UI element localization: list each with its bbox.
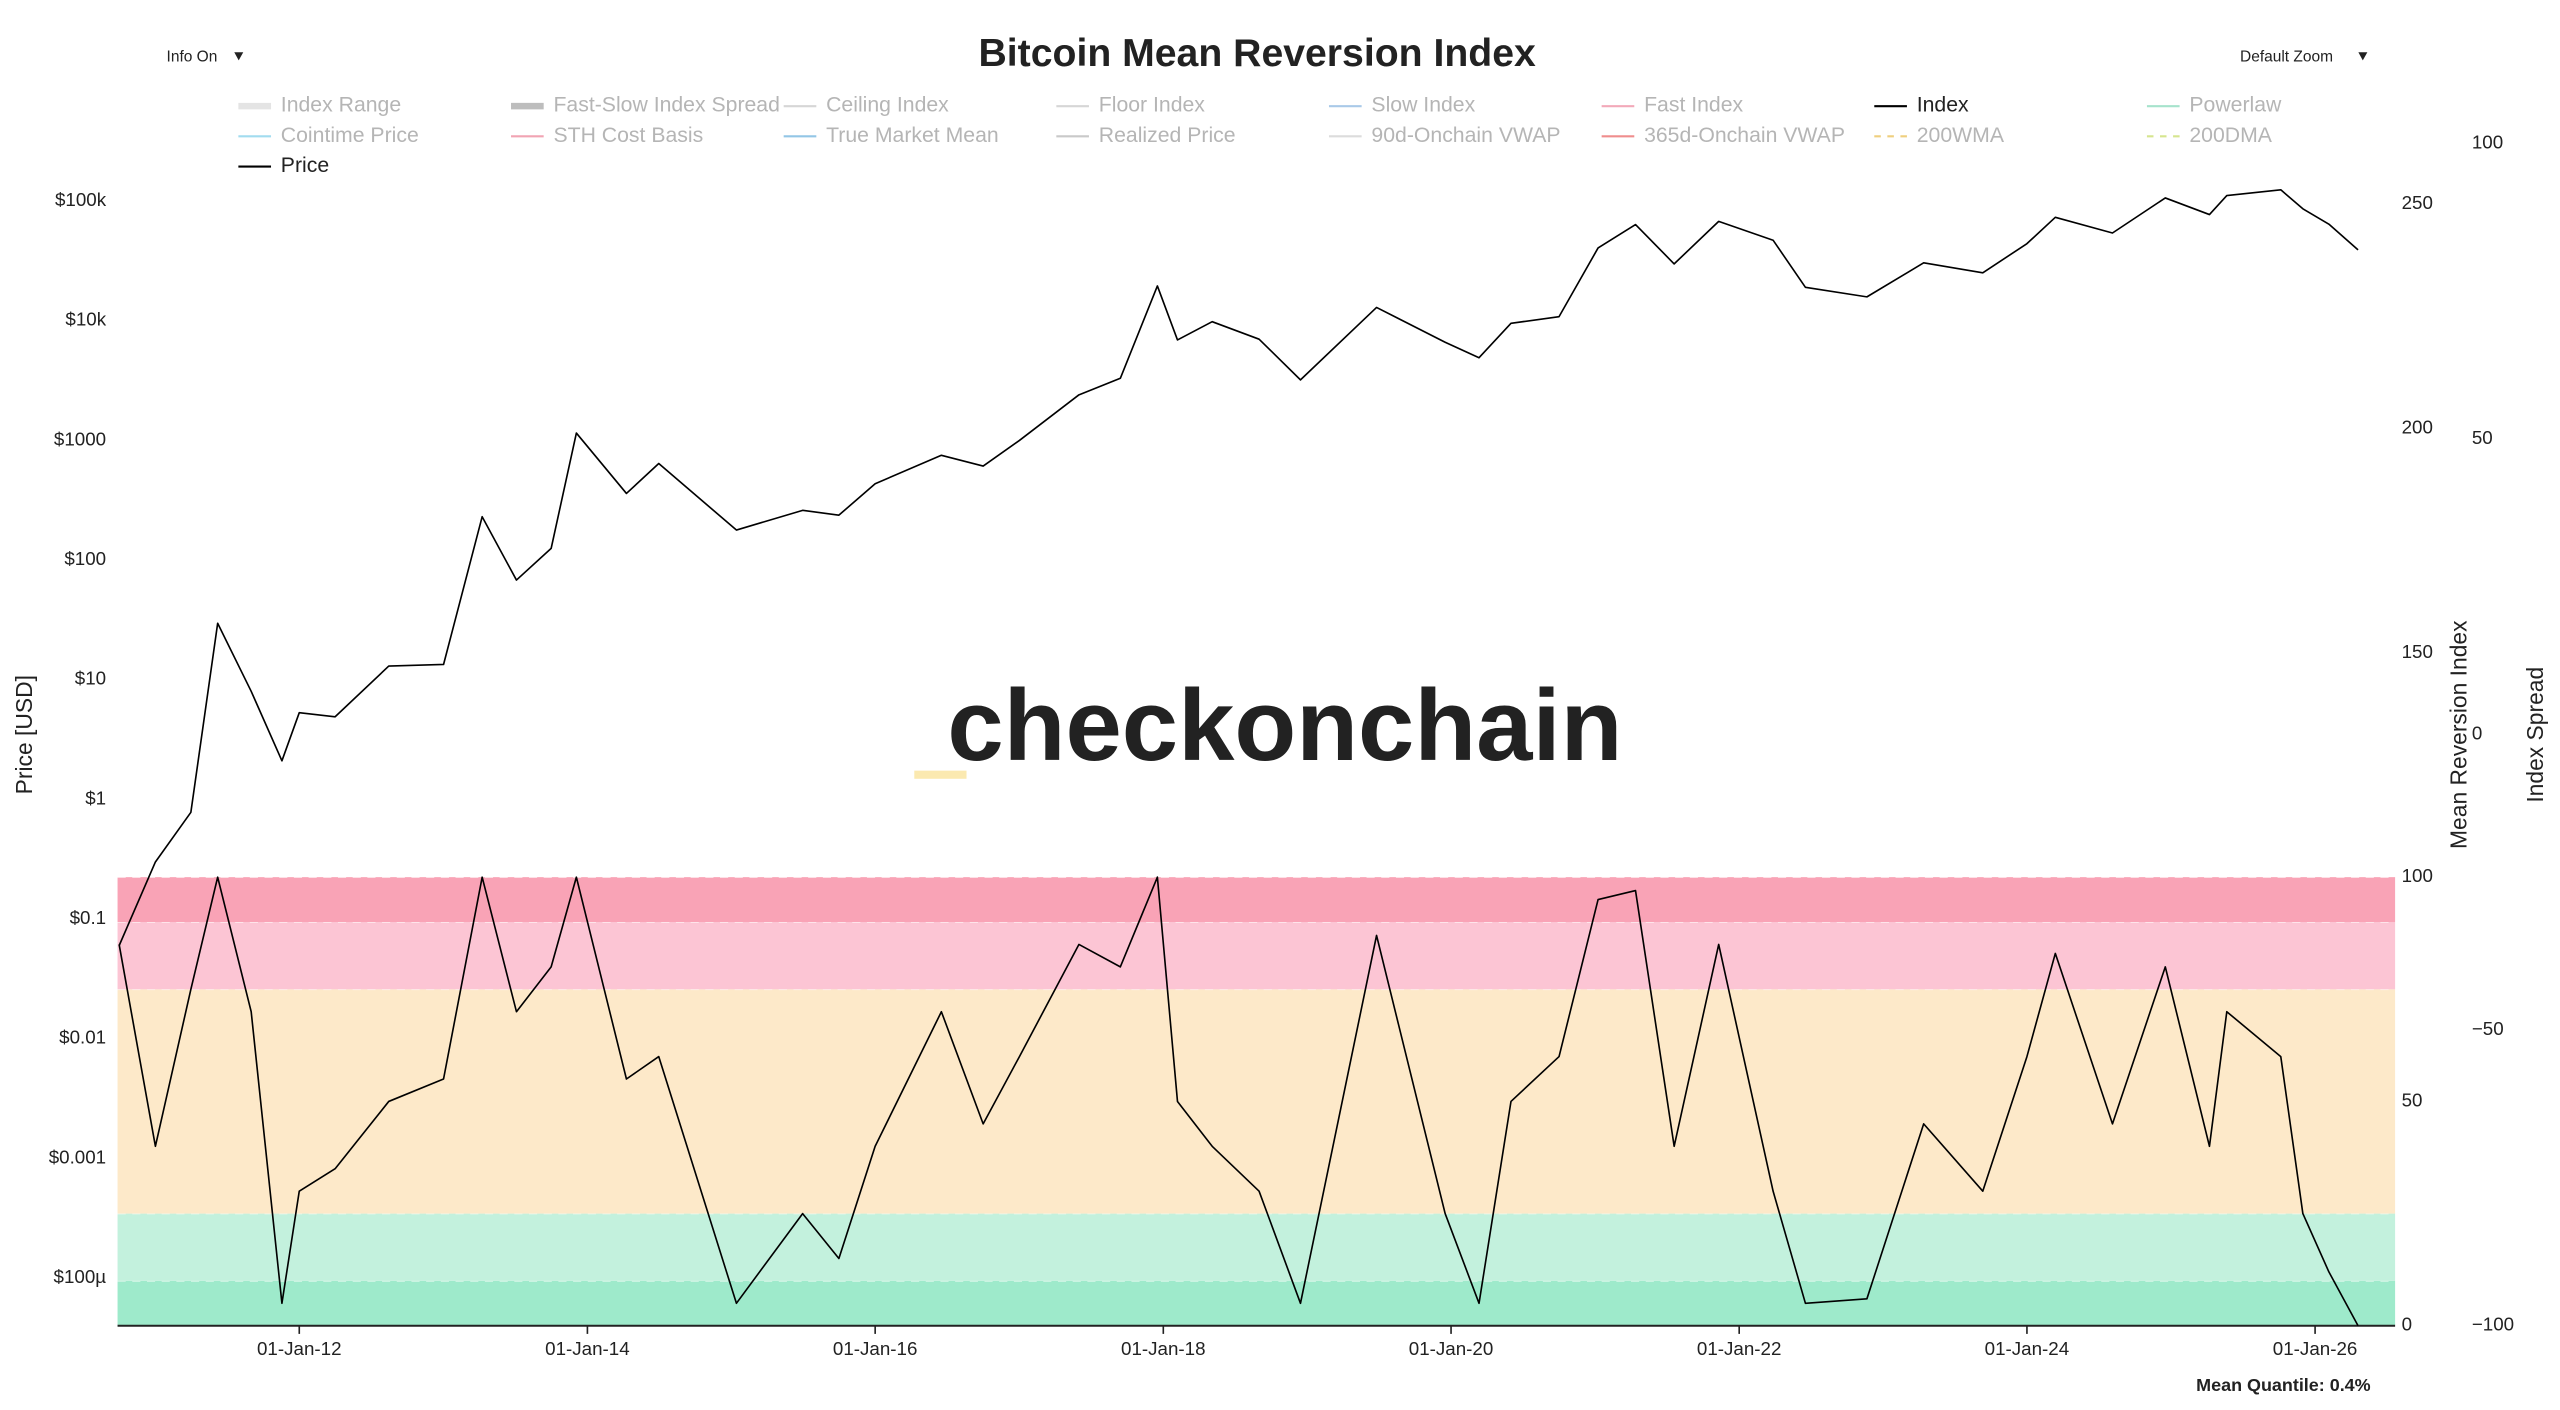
x-tick-label: 01-Jan-22 [1697,1338,1782,1359]
footer-note: Mean Quantile: 0.4% [2196,1375,2370,1395]
y-tick-label: $0.001 [49,1146,106,1167]
y-tick-label: $10 [75,668,106,689]
legend-label[interactable]: Price [281,154,329,177]
x-tick-label: 01-Jan-24 [1985,1338,2070,1359]
watermark: checkonchain [947,669,1622,782]
y2-tick-label: 50 [2402,1089,2423,1110]
legend-label[interactable]: Floor Index [1099,94,1206,117]
x-tick-label: 01-Jan-26 [2273,1338,2358,1359]
y-tick-label: $0.01 [59,1027,106,1048]
y-tick-label: $1000 [54,428,106,449]
y3-axis-title: Index Spread [2522,667,2548,803]
dropdown-arrow[interactable] [234,52,244,61]
y3-tick-label: 0 [2472,723,2482,744]
y3-tick-label: 100 [2472,132,2503,153]
y-tick-label: $100 [64,548,106,569]
y-tick-label: $100k [55,189,107,210]
watermark-underscore [914,770,967,779]
legend-label[interactable]: Ceiling Index [826,94,949,117]
y2-tick-label: 0 [2402,1314,2412,1335]
chart-title: Bitcoin Mean Reversion Index [979,32,1536,75]
zone [117,989,2396,1214]
y-tick-label: $1 [85,787,106,808]
dropdown-arrow[interactable] [2358,52,2368,61]
legend-label[interactable]: Fast-Slow Index Spread [553,94,779,117]
zoom-select[interactable]: Default Zoom [2240,48,2333,65]
y3-tick-label: 50 [2472,427,2493,448]
y-tick-label: $10k [65,309,106,330]
info-toggle[interactable]: Info On [167,48,218,65]
zone [117,1280,2396,1326]
x-tick-label: 01-Jan-18 [1121,1338,1206,1359]
legend-label[interactable]: Index [1917,94,1969,117]
legend-label[interactable]: Slow Index [1371,94,1475,117]
zone [117,922,2396,990]
legend-label[interactable]: True Market Mean [826,124,999,147]
y3-tick-label: −100 [2472,1314,2514,1335]
y2-axis-title: Mean Reversion Index [2445,620,2471,849]
legend-label[interactable]: Cointime Price [281,124,419,147]
legend-label[interactable]: Fast Index [1644,94,1743,117]
x-tick-label: 01-Jan-20 [1409,1338,1494,1359]
y3-tick-label: −50 [2472,1018,2504,1039]
zone [117,877,2396,923]
legend-label[interactable]: 365d-Onchain VWAP [1644,124,1845,147]
legend-label[interactable]: 200WMA [1917,124,2005,147]
y2-tick-label: 100 [2402,865,2433,886]
y-tick-label: $0.1 [70,907,107,928]
x-tick-label: 01-Jan-16 [833,1338,918,1359]
y2-tick-label: 250 [2402,192,2433,213]
zones [117,876,2396,1326]
x-tick-label: 01-Jan-12 [257,1338,342,1359]
price-line [118,188,2359,946]
y2-tick-label: 200 [2402,417,2433,438]
y-axis-title: Price [USD] [11,675,37,794]
legend-label[interactable]: 200DMA [2189,124,2272,147]
legend-label[interactable]: Powerlaw [2189,94,2282,117]
legend-label[interactable]: STH Cost Basis [553,124,703,147]
legend-label[interactable]: 90d-Onchain VWAP [1371,124,1560,147]
zone [117,1213,2396,1281]
legend-label[interactable]: Index Range [281,94,401,117]
index-line [118,876,2359,1327]
y2-tick-label: 150 [2402,641,2433,662]
x-tick-label: 01-Jan-14 [545,1338,630,1359]
y-tick-label: $100µ [54,1266,107,1287]
legend-label[interactable]: Realized Price [1099,124,1236,147]
